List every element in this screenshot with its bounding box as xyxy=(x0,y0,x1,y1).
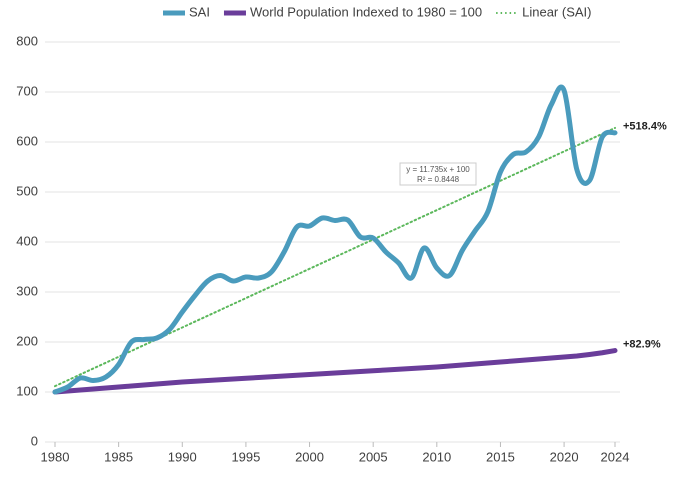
x-tick-label: 2010 xyxy=(422,449,451,464)
y-tick-label: 100 xyxy=(16,383,38,398)
series-line xyxy=(52,84,618,395)
x-tick-label: 1985 xyxy=(104,449,133,464)
y-tick-label: 600 xyxy=(16,133,38,148)
x-tick-label: 1990 xyxy=(168,449,197,464)
y-tick-label: 400 xyxy=(16,233,38,248)
end-label: +82.9% xyxy=(623,338,661,350)
x-tick-label: 2020 xyxy=(550,449,579,464)
x-tick-label: 2015 xyxy=(486,449,515,464)
legend-label: SAI xyxy=(189,4,210,19)
x-tick-label: 2000 xyxy=(295,449,324,464)
y-tick-label: 0 xyxy=(31,433,38,448)
legend-label: World Population Indexed to 1980 = 100 xyxy=(250,4,482,19)
series-line xyxy=(52,348,618,395)
series-line xyxy=(54,126,616,388)
y-tick-label: 700 xyxy=(16,83,38,98)
equation-text: R² = 0.8448 xyxy=(417,175,460,184)
x-tick-label: 2005 xyxy=(359,449,388,464)
equation-text: y = 11.735x + 100 xyxy=(406,165,470,174)
end-label: +518.4% xyxy=(623,121,667,133)
equation-box xyxy=(399,162,477,186)
y-tick-label: 200 xyxy=(16,333,38,348)
legend-label: Linear (SAI) xyxy=(522,4,591,19)
y-tick-label: 500 xyxy=(16,183,38,198)
y-tick-label: 800 xyxy=(16,33,38,48)
y-tick-label: 300 xyxy=(16,283,38,298)
x-tick-label: 1980 xyxy=(41,449,70,464)
x-tick-label: 2024 xyxy=(601,449,630,464)
x-tick-label: 1995 xyxy=(231,449,260,464)
